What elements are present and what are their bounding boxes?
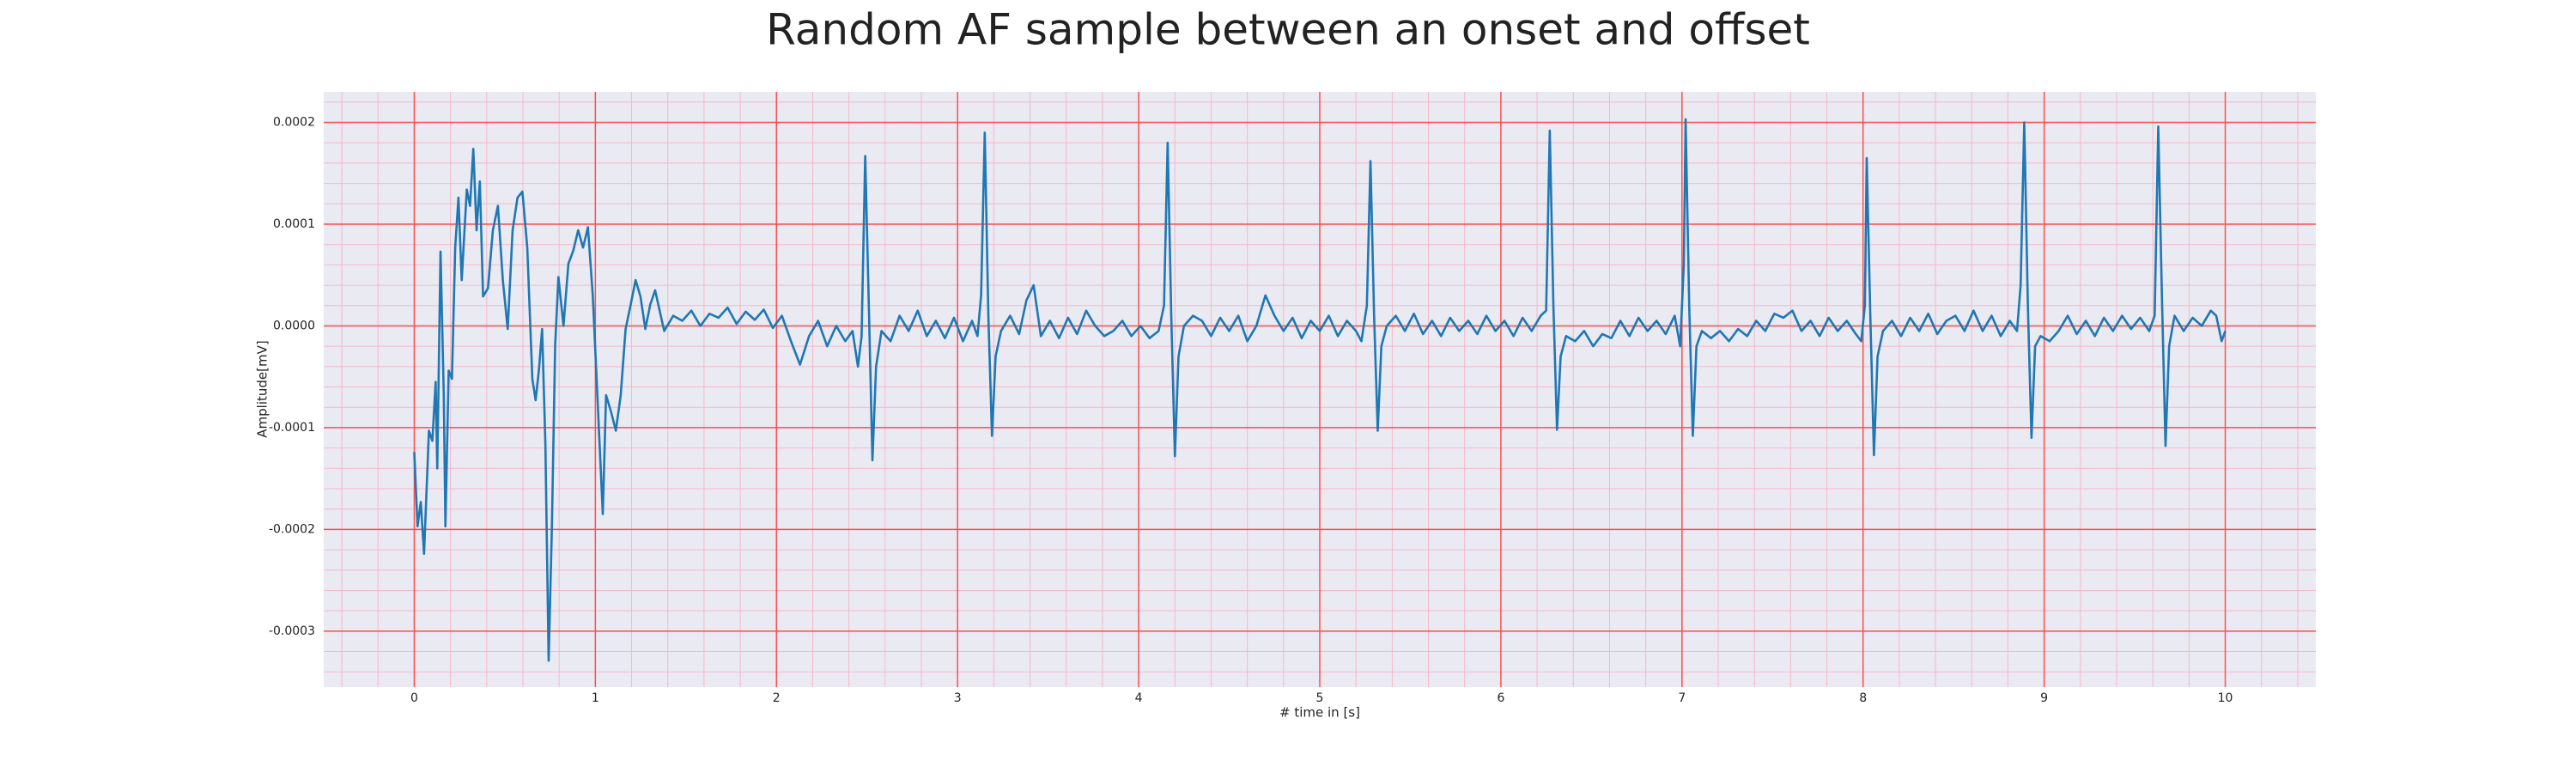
y-axis-label: Amplitude[mV] [255,340,270,437]
chart-title: Random AF sample between an onset and of… [766,5,1810,55]
y-tick-label: 0.0000 [273,319,315,332]
x-tick-label: 6 [1497,691,1504,705]
y-tick-label: -0.0001 [269,421,315,435]
signal-line [413,118,2227,662]
x-tick-label: 0 [410,691,418,705]
x-tick-label: 9 [2040,691,2048,705]
x-tick-label: 3 [954,691,962,705]
y-tick-label: -0.0003 [269,624,315,638]
y-tick-label: 0.0002 [273,116,315,130]
x-tick-label: 8 [1859,691,1867,705]
x-tick-label: 2 [773,691,781,705]
x-tick-label: 7 [1678,691,1686,705]
x-tick-label: 5 [1316,691,1324,705]
x-tick-label: 1 [592,691,599,705]
x-axis-label: # time in [s] [1279,705,1360,721]
x-tick-label: 4 [1135,691,1143,705]
x-tick-label: 10 [2218,691,2233,705]
y-tick-label: 0.0001 [273,217,315,231]
y-tick-label: -0.0002 [269,522,315,536]
